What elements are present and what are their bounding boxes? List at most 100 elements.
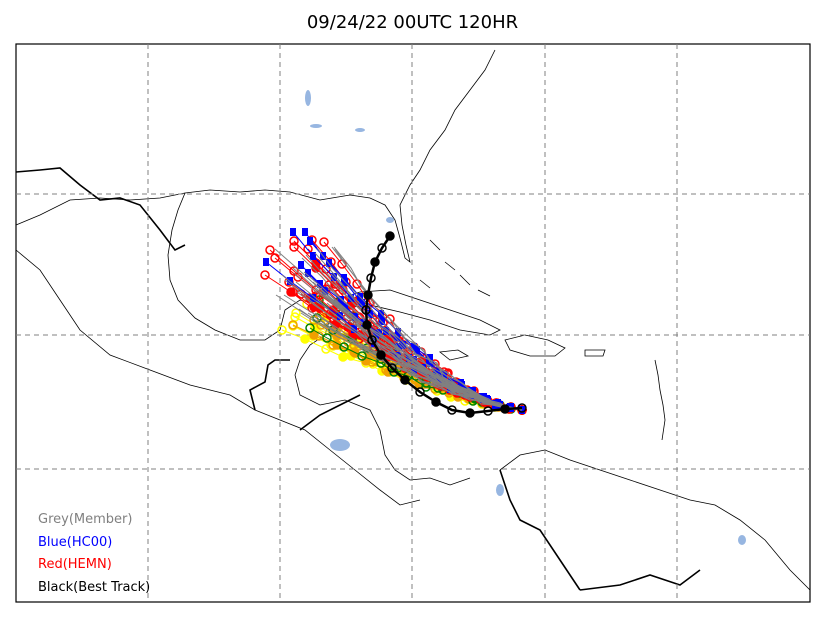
- best-track-line-point: [377, 243, 387, 253]
- green-track-point: [357, 351, 367, 361]
- hc00-track-point: [298, 261, 304, 269]
- best-track-line-point: [362, 320, 372, 330]
- hemn-track-point: [319, 237, 329, 247]
- hc00-track-point: [427, 359, 433, 367]
- lake-south: [738, 535, 746, 545]
- hc00-track-point: [337, 312, 343, 320]
- hc00-track-point: [302, 228, 308, 236]
- legend-hemn-label: Red(HEMN): [38, 557, 112, 572]
- member-tracks: [274, 246, 523, 411]
- hc00-track-point: [427, 354, 433, 362]
- coastlines: [15, 49, 811, 591]
- guatemala-border: [249, 359, 290, 411]
- hc00-track-point: [348, 294, 354, 302]
- hc00-track-point: [459, 381, 465, 389]
- central-america-pacific: [15, 249, 421, 506]
- legend-best-track: Black(Best Track): [38, 580, 150, 595]
- legend-hc00-label: Blue(HC00): [38, 535, 113, 550]
- best-track-line-point: [361, 305, 371, 315]
- hemn-track-point: [289, 242, 299, 252]
- best-track-line-point: [387, 363, 397, 373]
- lesser-antilles: [654, 359, 666, 441]
- orange-track-point: [288, 320, 298, 330]
- best-track-line-point: [431, 397, 441, 407]
- hemn-track-point: [307, 303, 317, 313]
- member-track: [316, 247, 523, 411]
- legend-member: Grey(Member): [38, 512, 132, 527]
- hemn-track-point: [265, 245, 275, 255]
- best-track-line-point: [370, 257, 380, 267]
- hc00-track-point: [376, 329, 382, 337]
- venezuela-border: [579, 569, 701, 591]
- us-mexico-border: [15, 167, 186, 252]
- legend-hemn: Red(HEMN): [38, 557, 112, 572]
- legend-hc00: Blue(HC00): [38, 535, 112, 550]
- member-track: [305, 254, 523, 411]
- yellow-track-point: [338, 352, 348, 362]
- yellow-track-point: [291, 308, 301, 318]
- legend-best-track-label: Black(Best Track): [38, 580, 151, 595]
- bahamas: [419, 239, 491, 297]
- hc00-track-point: [310, 294, 316, 302]
- lake-north-2: [310, 124, 322, 128]
- orange-track-point: [349, 347, 359, 357]
- lake-north-1: [305, 90, 311, 106]
- green-track-point: [339, 342, 349, 352]
- best-track-line-point: [483, 406, 493, 416]
- hispaniola: [504, 334, 566, 357]
- member-track: [307, 312, 523, 411]
- hc00-track-point: [305, 269, 311, 277]
- best-track: [361, 231, 527, 418]
- hc00-track-point: [310, 252, 316, 260]
- yellow-track-point: [300, 334, 310, 344]
- yellow-track-point: [277, 325, 287, 335]
- lake-nicaragua: [330, 439, 350, 451]
- hc00-track-point: [263, 258, 269, 266]
- hemn-track-point: [260, 270, 270, 280]
- central-america-caribbean: [294, 374, 471, 486]
- hc00-track-point: [322, 287, 328, 295]
- hc00-track-point: [338, 296, 344, 304]
- legend-member-label: Grey(Member): [38, 512, 133, 527]
- map-frame: [15, 43, 811, 603]
- puerto-rico: [584, 349, 606, 357]
- us-gulf-coast: [15, 49, 496, 264]
- hc00-track-point: [441, 371, 447, 379]
- best-track-line-point: [447, 405, 457, 415]
- jamaica: [438, 349, 470, 361]
- green-track-point: [322, 333, 332, 343]
- hc00-track-point: [414, 346, 420, 354]
- best-track-line-point: [363, 290, 373, 300]
- green-track-point: [305, 323, 315, 333]
- best-track-line-point: [500, 404, 510, 414]
- best-track-line-point: [385, 231, 395, 241]
- lake-north-3: [355, 128, 365, 132]
- honduras-border: [299, 394, 361, 431]
- gridlines: [16, 44, 810, 602]
- lake-maracaibo: [496, 484, 504, 496]
- best-track-line-point: [517, 403, 527, 413]
- hemn-track-point: [270, 253, 280, 263]
- map-title: 09/24/22 00UTC 120HR: [306, 12, 519, 33]
- hemn-track-point: [286, 287, 296, 297]
- member-track: [292, 267, 523, 411]
- hc00-track-point: [379, 317, 385, 325]
- best-track-line-point: [367, 335, 377, 345]
- hc00-track-point: [342, 303, 348, 311]
- best-track-line-point: [415, 387, 425, 397]
- best-track-line-point: [400, 375, 410, 385]
- best-track-line-point: [465, 408, 475, 418]
- water-bodies: [305, 90, 746, 545]
- best-track-line-point: [366, 273, 376, 283]
- hc00-track-point: [359, 299, 365, 307]
- best-track-line-point: [376, 350, 386, 360]
- colombia-border: [499, 469, 581, 591]
- hemn-track-point: [289, 236, 299, 246]
- hc00-track-point: [307, 237, 313, 245]
- lake-okeechobee: [386, 217, 394, 223]
- member-track: [275, 294, 523, 411]
- country-borders: [15, 167, 701, 591]
- hc00-track-point: [317, 280, 323, 288]
- hc00-track-point: [290, 228, 296, 236]
